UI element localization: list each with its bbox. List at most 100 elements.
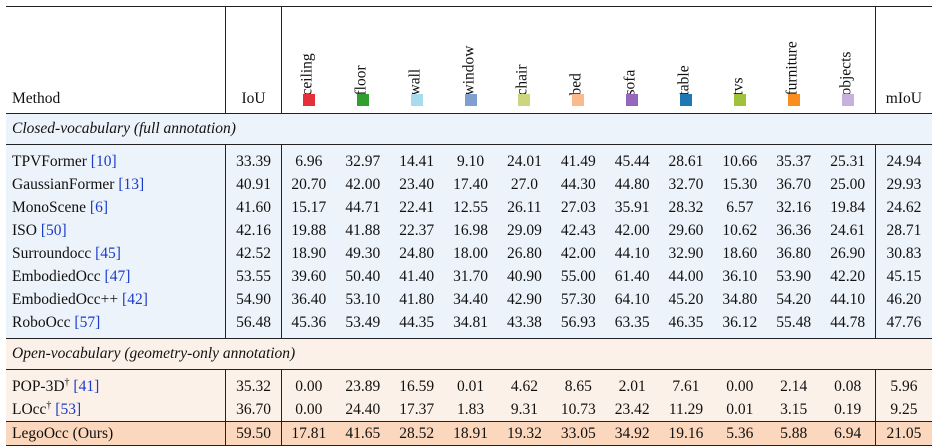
class-iou-cell: 35.91 [605, 196, 660, 219]
class-iou-cell: 57.30 [551, 288, 606, 311]
class-iou-cell: 42.20 [820, 265, 876, 288]
method-cell: LegoOcc (Ours) [6, 421, 227, 446]
table-row: TPVFormer [10] 33.39 6.96 32.97 14.41 9.10 24.… [6, 144, 932, 173]
table-row: EmbodiedOcc++ [42] 54.90 36.40 53.10 41.80 34… [6, 288, 932, 311]
class-iou-cell: 32.70 [659, 173, 713, 196]
class-iou-cell: 28.32 [659, 196, 713, 219]
citation-link[interactable]: [6] [89, 198, 108, 216]
class-iou-cell: 34.80 [712, 288, 767, 311]
iou-cell: 41.60 [225, 196, 282, 219]
class-iou-cell: 42.00 [551, 242, 606, 265]
method-name: POP-3D [12, 378, 65, 396]
citation-link[interactable]: [42] [122, 290, 148, 308]
class-iou-cell: 26.80 [497, 242, 552, 265]
class-iou-cell: 36.40 [281, 288, 336, 311]
class-header-window: window [443, 6, 498, 114]
class-iou-cell: 18.60 [712, 242, 767, 265]
class-iou-cell: 36.70 [766, 173, 821, 196]
class-iou-cell: 20.70 [281, 173, 336, 196]
table-row: LOcc† [53] 36.70 0.00 24.40 17.37 1.83 9.31 10.… [6, 398, 932, 422]
miou-cell: 30.83 [874, 242, 932, 265]
class-label: sofa [621, 69, 639, 95]
class-iou-cell: 24.61 [820, 219, 876, 242]
class-iou-cell: 23.89 [335, 369, 390, 398]
class-iou-cell: 41.88 [335, 219, 390, 242]
table-row: MonoScene [6] 41.60 15.17 44.71 22.41 12.55 26… [6, 196, 932, 219]
class-iou-cell: 36.12 [712, 311, 767, 339]
class-iou-cell: 46.35 [659, 311, 713, 339]
citation-link[interactable]: [10] [90, 152, 117, 170]
section-title: Closed-vocabulary (full annotation) [6, 113, 932, 145]
iou-cell: 36.70 [225, 398, 282, 422]
miou-header: mIoU [874, 6, 932, 114]
citation-link[interactable]: [47] [104, 267, 131, 285]
class-iou-cell: 41.80 [389, 288, 444, 311]
class-color-swatch [841, 94, 854, 106]
class-iou-cell: 12.55 [443, 196, 498, 219]
citation-link[interactable]: [50] [40, 221, 67, 239]
table-row: POP-3D† [41] 35.32 0.00 23.89 16.59 0.01 4.62 8… [6, 369, 932, 398]
class-iou-cell: 17.37 [389, 398, 444, 422]
class-iou-cell: 16.59 [389, 369, 444, 398]
class-header-tvs: tvs [712, 6, 767, 114]
table-body: Closed-vocabulary (full annotation) TPVFo… [6, 113, 932, 446]
class-label: wall [406, 68, 424, 95]
citation-link[interactable]: [53] [55, 401, 82, 419]
citation-link[interactable]: [45] [95, 244, 121, 262]
class-iou-cell: 44.80 [605, 173, 660, 196]
class-color-swatch [356, 94, 369, 106]
open-vocabulary-section-header: Open-vocabulary (geometry-only annotatio… [6, 338, 932, 370]
class-iou-cell: 0.01 [712, 398, 767, 422]
class-iou-cell: 44.35 [389, 311, 444, 339]
class-iou-cell: 4.62 [497, 369, 552, 398]
iou-cell: 54.90 [225, 288, 282, 311]
iou-header: IoU [225, 6, 282, 114]
class-iou-cell: 16.98 [443, 219, 498, 242]
method-cell: MonoScene [6] [6, 196, 227, 219]
class-iou-cell: 55.48 [766, 311, 821, 339]
class-label: objects [837, 51, 855, 95]
class-label: window [460, 45, 478, 95]
miou-cell: 24.62 [874, 196, 932, 219]
section-title: Open-vocabulary (geometry-only annotatio… [6, 338, 932, 370]
method-cell: POP-3D† [41] [6, 369, 227, 398]
class-iou-cell: 36.80 [766, 242, 821, 265]
class-iou-cell: 34.40 [443, 288, 498, 311]
class-iou-cell: 53.90 [766, 265, 821, 288]
class-label: floor [352, 64, 370, 95]
method-cell: EmbodiedOcc [47] [6, 265, 227, 288]
class-iou-cell: 24.80 [389, 242, 444, 265]
class-header-table: table [659, 6, 713, 114]
class-iou-cell: 0.00 [281, 369, 336, 398]
class-color-swatch [626, 94, 639, 106]
method-cell: ISO [50] [6, 219, 227, 242]
citation-link[interactable]: [13] [118, 175, 145, 193]
class-iou-cell: 10.62 [712, 219, 767, 242]
class-iou-cell: 29.60 [659, 219, 713, 242]
class-iou-cell: 64.10 [605, 288, 660, 311]
class-color-swatch [302, 94, 315, 106]
dagger-mark: † [64, 377, 70, 389]
class-color-swatch [464, 94, 477, 106]
class-iou-cell: 42.00 [335, 173, 390, 196]
citation-link[interactable]: [57] [74, 313, 101, 331]
iou-cell: 42.52 [225, 242, 282, 265]
class-iou-cell: 10.73 [551, 398, 606, 422]
class-iou-cell: 26.11 [497, 196, 552, 219]
citation-link[interactable]: [41] [73, 378, 100, 396]
class-iou-cell: 41.40 [389, 265, 444, 288]
class-iou-cell: 35.37 [766, 144, 821, 173]
class-iou-cell: 9.31 [497, 398, 552, 422]
dagger-mark: † [46, 400, 52, 412]
class-iou-cell: 6.96 [281, 144, 336, 173]
miou-cell: 24.94 [874, 144, 932, 173]
class-label: tvs [729, 76, 747, 95]
table-row: Surroundocc [45] 42.52 18.90 49.30 24.80 18.0… [6, 242, 932, 265]
method-header: Method [6, 6, 227, 114]
class-iou-cell: 25.31 [820, 144, 876, 173]
class-iou-cell: 0.00 [712, 369, 767, 398]
class-iou-cell: 44.10 [605, 242, 660, 265]
class-iou-cell: 29.09 [497, 219, 552, 242]
iou-cell: 40.91 [225, 173, 282, 196]
method-cell: GaussianFormer [13] [6, 173, 227, 196]
